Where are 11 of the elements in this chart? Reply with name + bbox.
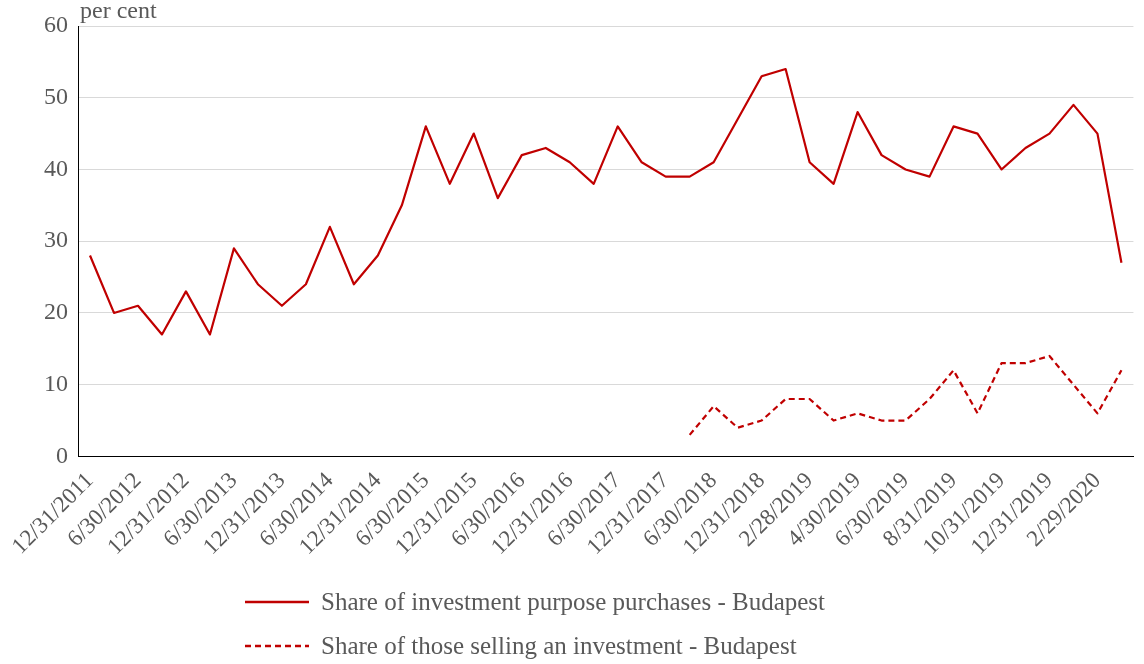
y-tick-label: 40 (44, 154, 68, 181)
y-tick-label: 0 (56, 441, 68, 468)
y-tick-label: 30 (44, 226, 68, 253)
y-tick-label: 10 (44, 369, 68, 396)
y-tick-label: 50 (44, 83, 68, 110)
y-axis-title: per cent (80, 0, 157, 24)
y-tick-label: 60 (44, 11, 68, 38)
legend-label: Share of those selling an investment - Budapest (321, 632, 797, 660)
legend-label: Share of investment purpose purchases - Budapest (321, 588, 826, 616)
line-series (688, 354, 1123, 436)
y-tick-label: 20 (44, 298, 68, 325)
